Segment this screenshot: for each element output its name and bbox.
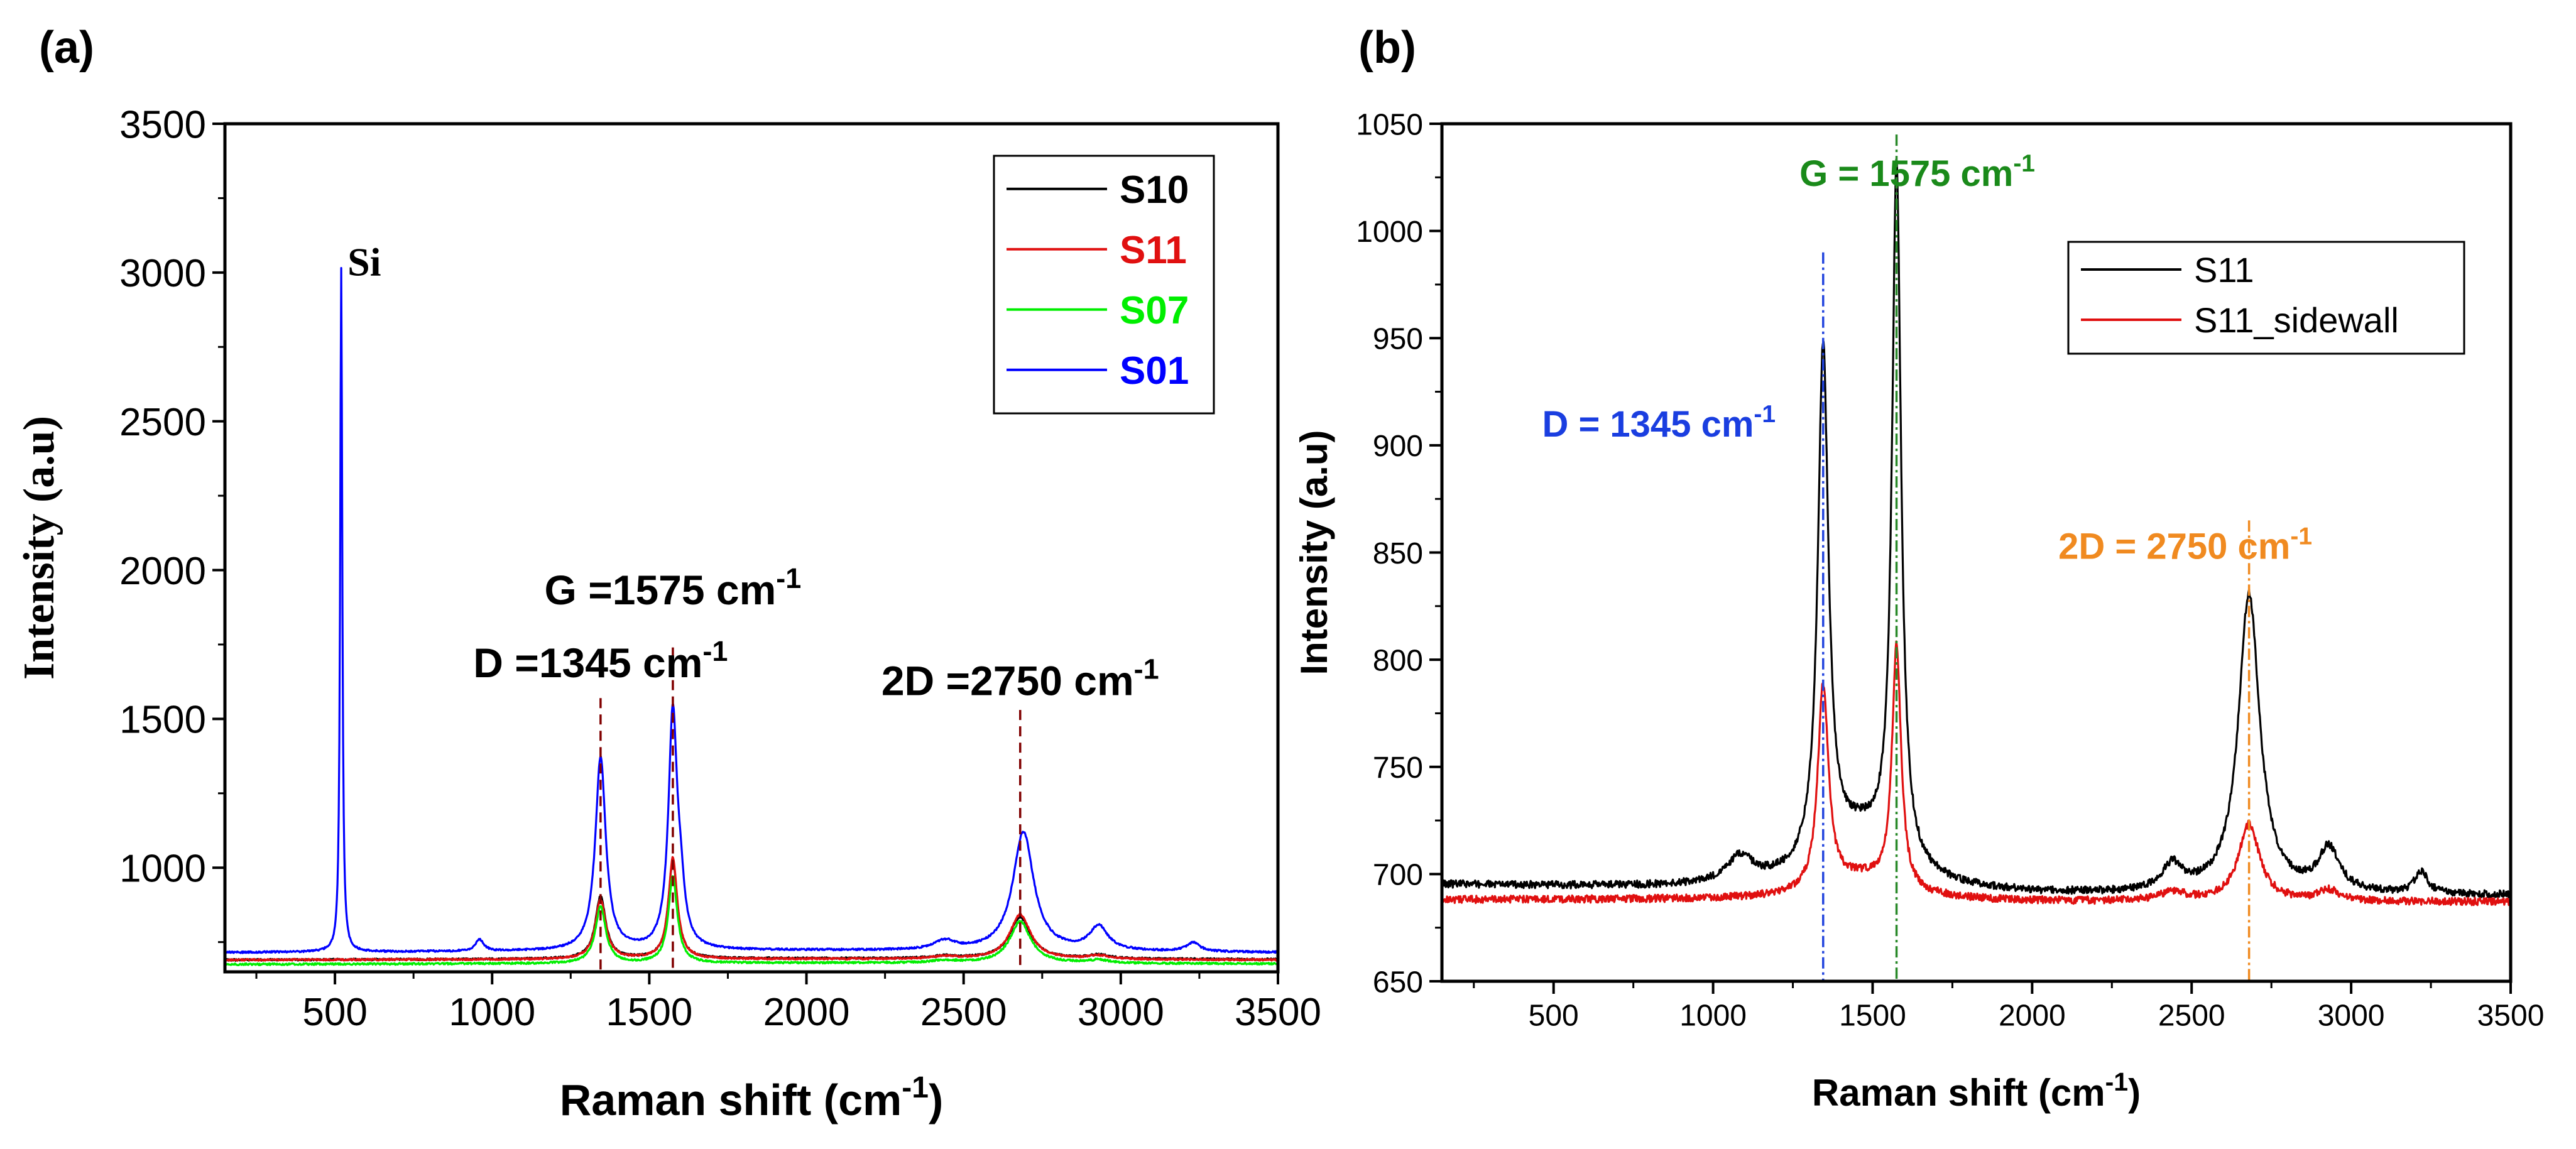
- y-tick-label: 900: [1373, 430, 1423, 463]
- panel-label: (b): [1358, 23, 1416, 73]
- x-tick-label: 3500: [1235, 991, 1321, 1034]
- peak-annotation-main: G = 1575 cm: [1799, 153, 2013, 194]
- y-tick-label: 950: [1373, 323, 1423, 356]
- series-group: [225, 267, 1278, 967]
- x-tick-label: 1500: [1839, 999, 1906, 1032]
- x-axis-label-sup: -1: [2105, 1067, 2128, 1096]
- peak-annotation-main: 2D =2750 cm: [881, 657, 1134, 704]
- peak-annotation: G = 1575 cm-1: [1799, 150, 2035, 194]
- x-tick-label: 500: [1529, 999, 1579, 1032]
- peak-annotation-sup: -1: [1754, 401, 1776, 428]
- legend-label: S01: [1120, 349, 1189, 393]
- x-tick-label: 500: [302, 991, 367, 1034]
- peak-annotation: D =1345 cm-1: [473, 635, 728, 686]
- peak-annotation-main: D =1345 cm: [473, 640, 702, 686]
- x-tick-label: 2500: [920, 991, 1007, 1034]
- legend-label: S11: [2194, 250, 2254, 290]
- series-line-s11_sidewall: [1442, 640, 2511, 907]
- x-axis-label-main: Raman shift (cm: [560, 1075, 902, 1124]
- panel-label: (a): [39, 23, 94, 73]
- y-axis-label: Intensity (a.u): [15, 416, 63, 680]
- plot-frame: [223, 122, 1280, 974]
- si-annotation: Si: [347, 240, 381, 285]
- x-axis-label-tail: ): [2128, 1072, 2141, 1114]
- legend-label: S11_sidewall: [2194, 300, 2399, 340]
- peak-annotation-main: D = 1345 cm: [1542, 404, 1754, 445]
- x-tick-label: 2500: [2158, 999, 2225, 1032]
- x-axis-label: Raman shift (cm-1): [560, 1071, 944, 1124]
- y-tick-label: 850: [1373, 537, 1423, 570]
- peak-annotation: 2D = 2750 cm-1: [2058, 523, 2312, 567]
- x-axis-label-tail: ): [929, 1075, 943, 1124]
- peak-annotation-sup: -1: [2013, 150, 2035, 177]
- peak-annotation-sup: -1: [1134, 653, 1159, 685]
- x-axis-label: Raman shift (cm-1): [1812, 1067, 2141, 1114]
- peak-annotation-sup: -1: [2290, 523, 2312, 550]
- y-tick-label: 1500: [119, 699, 206, 742]
- y-tick-label: 650: [1373, 966, 1423, 999]
- chart-panel-1: (b) 500 1000 1500 2000 2500 3000 3500 650 700 750 8…: [1293, 23, 2544, 1114]
- y-tick-label: 2500: [119, 401, 206, 444]
- y-tick-label: 3500: [119, 103, 206, 146]
- x-tick-label: 1000: [449, 991, 535, 1034]
- y-tick-label: 2000: [119, 550, 206, 593]
- peak-annotation: 2D =2750 cm-1: [881, 653, 1159, 704]
- legend-box: [2067, 241, 2465, 355]
- peak-annotation: G =1575 cm-1: [545, 562, 802, 613]
- legend-label: S11: [1120, 229, 1187, 272]
- x-tick-label: 2000: [763, 991, 850, 1034]
- legend: S11 S11_sidewall: [2067, 241, 2465, 355]
- y-tick-label: 1050: [1356, 108, 1423, 141]
- legend: S10 S11 S07 S01: [993, 155, 1215, 415]
- series-line-s11: [1442, 158, 2511, 899]
- peak-annotation-sup: -1: [702, 635, 728, 667]
- y-tick-label: 800: [1373, 644, 1423, 677]
- y-tick-label: 1000: [119, 847, 206, 891]
- legend-label: S07: [1120, 289, 1189, 332]
- series-line-s01: [225, 267, 1278, 954]
- x-tick-label: 1000: [1679, 999, 1747, 1032]
- x-tick-label: 3000: [1078, 991, 1164, 1034]
- series-line-s07: [225, 875, 1278, 967]
- y-tick-label: 3000: [119, 252, 206, 295]
- y-tick-label: 750: [1373, 751, 1423, 785]
- y-axis-label: Intensity (a.u): [1293, 430, 1335, 675]
- y-tick-label: 1000: [1356, 215, 1423, 249]
- peak-annotation-main: G =1575 cm: [545, 567, 777, 613]
- series-line-s11: [225, 856, 1278, 962]
- legend-label: S10: [1120, 168, 1189, 212]
- x-tick-label: 1500: [606, 991, 692, 1034]
- peak-annotation-main: 2D = 2750 cm: [2058, 526, 2290, 567]
- y-tick-label: 700: [1373, 859, 1423, 892]
- x-tick-label: 3000: [2318, 999, 2385, 1032]
- x-axis-label-sup: -1: [902, 1071, 929, 1104]
- peak-annotation: D = 1345 cm-1: [1542, 401, 1776, 445]
- x-tick-label: 3500: [2477, 999, 2545, 1032]
- series-group: [1442, 158, 2511, 907]
- peak-annotation-sup: -1: [776, 562, 801, 594]
- chart-panel-0: (a) 500 1000 1500 2000 2500 3000 3500 1000 1500 20…: [15, 23, 1321, 1124]
- x-axis-label-main: Raman shift (cm: [1812, 1072, 2105, 1114]
- x-tick-label: 2000: [1999, 999, 2066, 1032]
